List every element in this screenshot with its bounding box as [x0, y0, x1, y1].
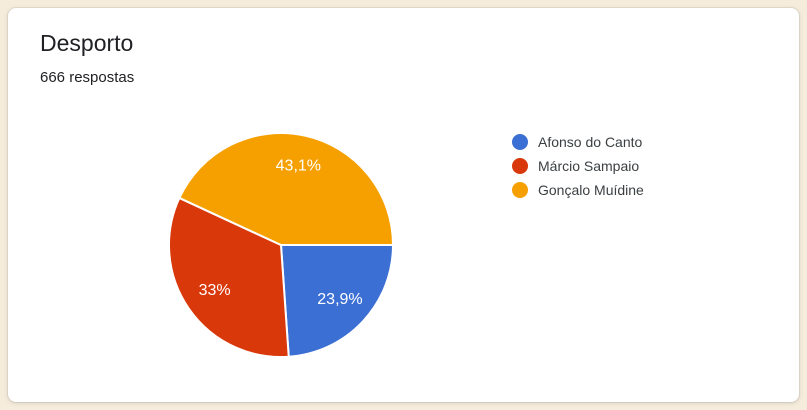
- svg-text:43,1%: 43,1%: [276, 157, 321, 174]
- svg-text:33%: 33%: [199, 282, 231, 299]
- svg-text:23,9%: 23,9%: [317, 291, 362, 308]
